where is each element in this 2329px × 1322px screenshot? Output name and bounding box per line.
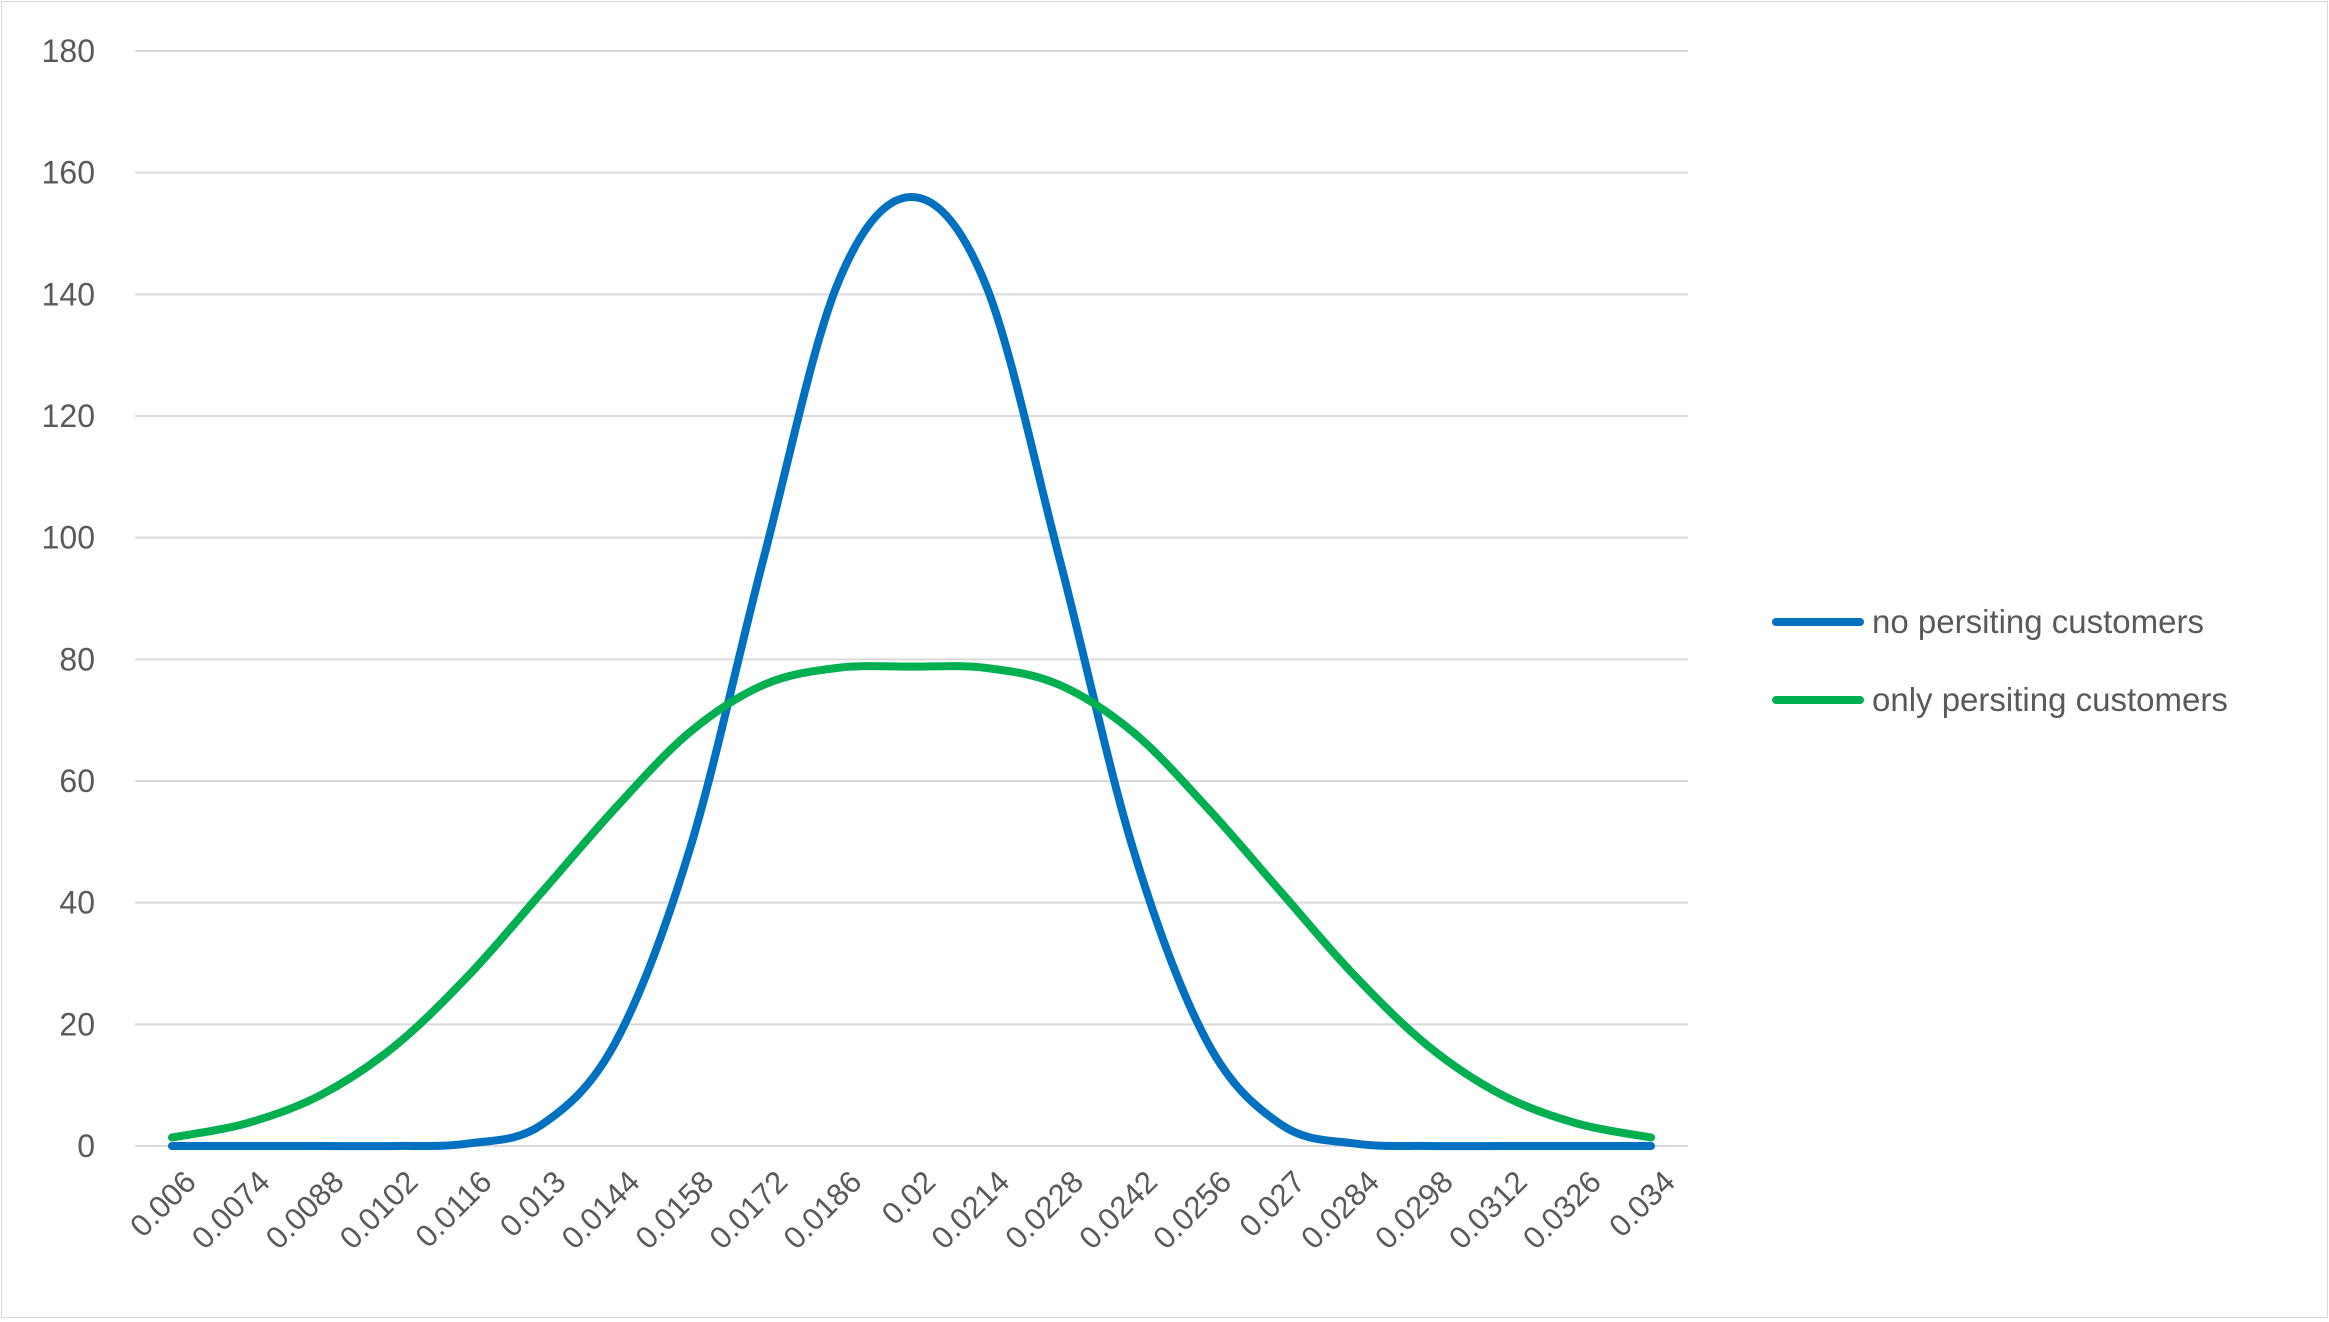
y-tick-label: 160 bbox=[42, 155, 95, 191]
y-tick-label: 100 bbox=[42, 520, 95, 556]
x-tick-label: 0.0228 bbox=[998, 1164, 1090, 1256]
y-tick-label: 140 bbox=[42, 276, 95, 312]
gridlines bbox=[135, 50, 1688, 1026]
x-tick-label: 0.0284 bbox=[1294, 1164, 1386, 1256]
x-tick-label: 0.034 bbox=[1602, 1164, 1682, 1244]
x-tick-label: 0.02 bbox=[875, 1164, 942, 1231]
y-tick-label: 80 bbox=[59, 641, 95, 677]
x-tick-label: 0.0214 bbox=[924, 1164, 1016, 1256]
series-lines bbox=[167, 193, 1656, 1151]
legend-label-1: no persiting customers bbox=[1872, 603, 2204, 640]
x-tick-label: 0.0088 bbox=[259, 1164, 351, 1256]
x-tick-label: 0.0186 bbox=[777, 1164, 869, 1256]
x-axis-tick-labels: 0.0060.00740.00880.01020.01160.0130.0144… bbox=[123, 1164, 1682, 1256]
series-line-2 bbox=[167, 662, 1656, 1142]
legend-label-2: only persiting customers bbox=[1872, 681, 2228, 718]
legend: no persiting customers only persiting cus… bbox=[1772, 603, 2228, 718]
x-tick-label: 0.0326 bbox=[1516, 1164, 1608, 1256]
y-tick-label: 20 bbox=[59, 1006, 95, 1042]
x-tick-label: 0.0102 bbox=[333, 1164, 425, 1256]
x-tick-label: 0.0242 bbox=[1072, 1164, 1164, 1256]
x-tick-label: 0.0158 bbox=[629, 1164, 721, 1256]
series-line-1 bbox=[167, 193, 1656, 1151]
y-tick-label: 40 bbox=[59, 885, 95, 921]
y-tick-label: 0 bbox=[77, 1128, 95, 1164]
y-tick-label: 180 bbox=[42, 33, 95, 69]
x-tick-label: 0.0116 bbox=[408, 1164, 498, 1254]
x-tick-label: 0.0144 bbox=[555, 1164, 647, 1256]
y-axis-tick-labels: 0 20 40 60 80 100 120 140 160 180 bbox=[42, 33, 95, 1164]
x-tick-label: 0.0256 bbox=[1146, 1164, 1238, 1256]
y-tick-label: 120 bbox=[42, 398, 95, 434]
y-tick-label: 60 bbox=[59, 763, 95, 799]
x-tick-label: 0.0074 bbox=[185, 1164, 277, 1256]
x-tick-label: 0.0172 bbox=[703, 1164, 795, 1256]
x-tick-label: 0.0312 bbox=[1442, 1164, 1534, 1256]
x-tick-label: 0.0298 bbox=[1368, 1164, 1460, 1256]
